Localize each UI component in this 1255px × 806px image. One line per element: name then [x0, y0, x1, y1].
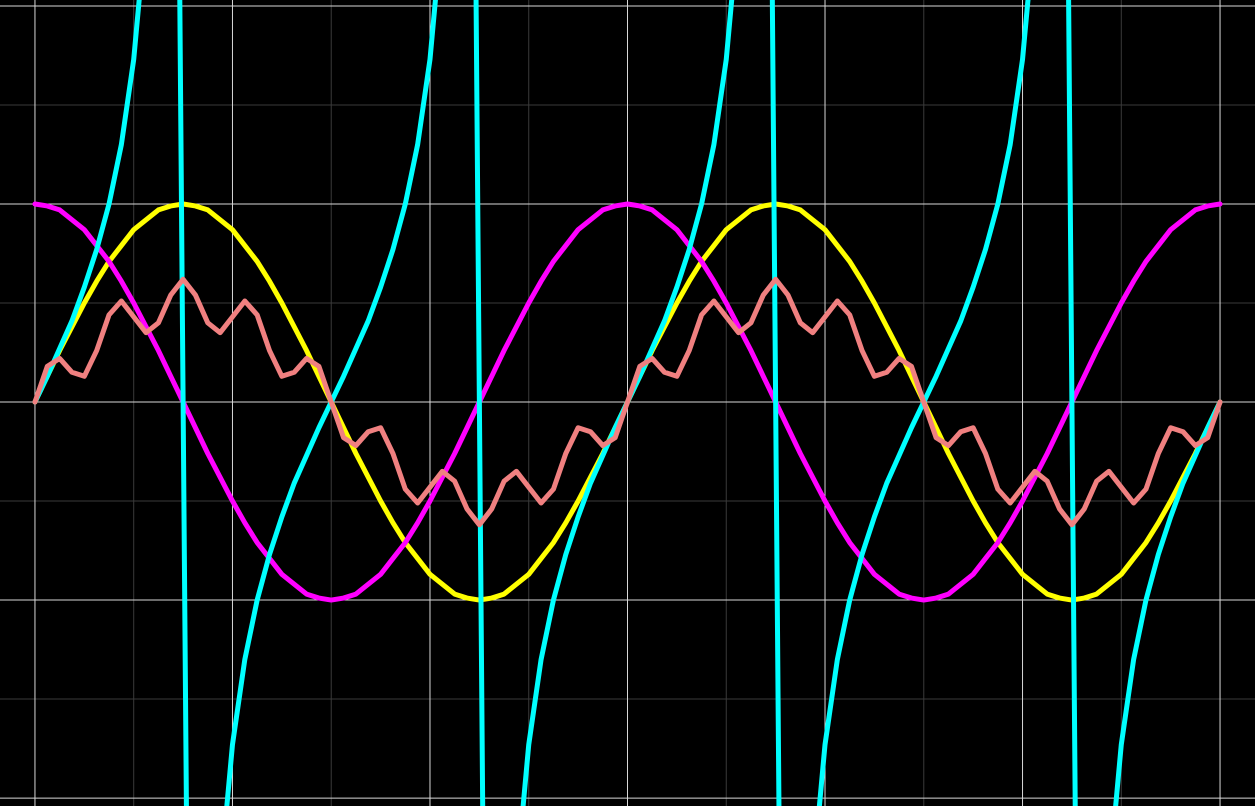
series-line [32, 276, 1223, 528]
series-line [32, 201, 1223, 603]
